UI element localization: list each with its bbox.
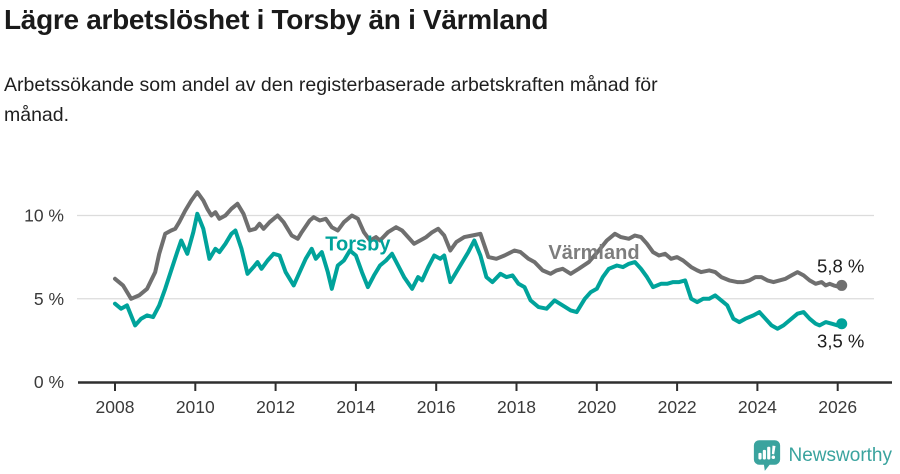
x-axis-tick-label: 2020 — [577, 397, 616, 417]
series-end-dot-torsby — [836, 318, 848, 330]
series-line-vrmland — [113, 190, 844, 301]
series-label-vrmland: Värmland — [548, 242, 639, 264]
x-axis-tick-label: 2010 — [176, 397, 215, 417]
page-title: Lägre arbetslöshet i Torsby än i Värmlan… — [4, 4, 549, 35]
y-axis-tick-label: 10 % — [24, 206, 64, 226]
x-axis-tick-label: 2012 — [256, 397, 295, 417]
end-value-label-vrmland: 5,8 % — [817, 255, 864, 276]
x-axis-tick-label: 2024 — [738, 397, 777, 417]
chart-subtitle: Arbetssökande som andel av den registerb… — [4, 74, 658, 127]
x-axis-tick-label: 2018 — [497, 397, 536, 417]
x-axis-tick-label: 2016 — [417, 397, 456, 417]
chart-bubble-icon — [753, 440, 780, 471]
newsworthy-wordmark: Newsworthy — [788, 444, 892, 466]
x-axis-tick-label: 2022 — [658, 397, 697, 417]
newsworthy-logo: Newsworthy — [753, 439, 892, 472]
y-axis-tick-label: 5 % — [34, 289, 64, 309]
x-axis-tick-label: 2026 — [818, 397, 857, 417]
series-line-torsby — [113, 211, 844, 331]
end-value-label-torsby: 3,5 % — [817, 331, 864, 352]
series-label-torsby: Torsby — [325, 233, 391, 255]
series-end-dot-vrmland — [836, 279, 848, 291]
y-axis-tick-label: 0 % — [34, 372, 64, 392]
x-axis-tick-label: 2008 — [96, 397, 135, 417]
x-axis-tick-label: 2014 — [336, 397, 375, 417]
